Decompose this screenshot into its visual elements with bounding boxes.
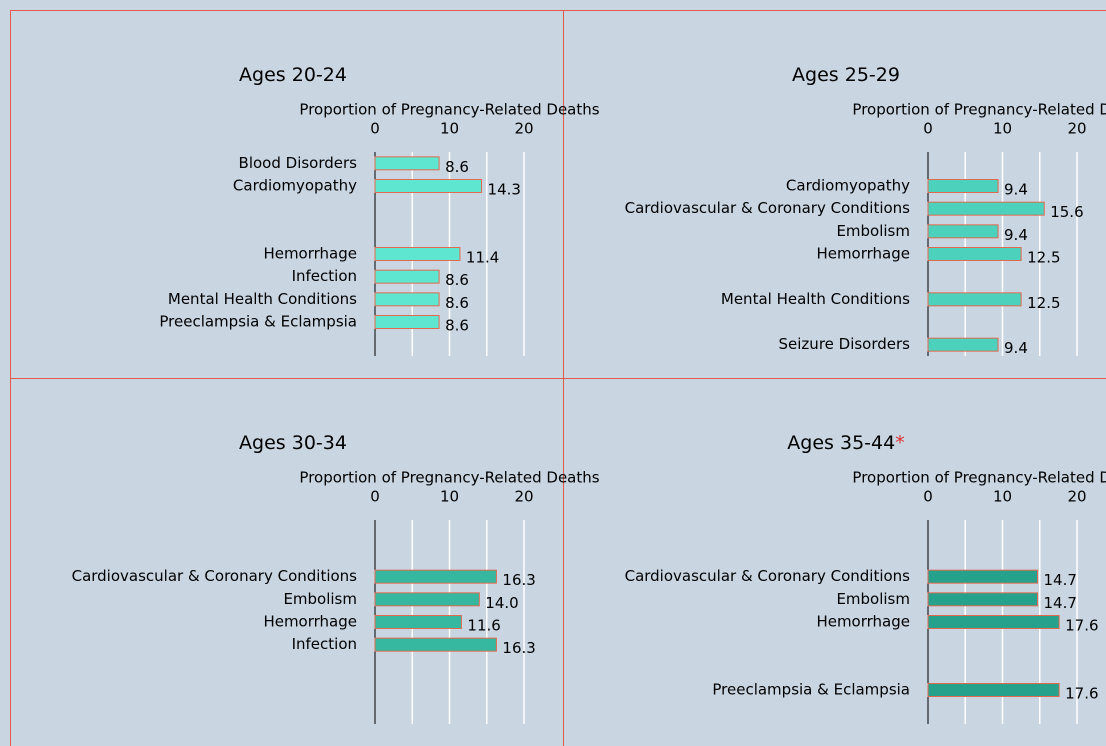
y-tick-label: Hemorrhage xyxy=(816,245,910,263)
value-label: 16.3 xyxy=(502,639,535,657)
bar xyxy=(374,156,440,171)
value-label: 8.6 xyxy=(445,317,469,335)
panel-title: Ages 25-29 xyxy=(792,64,900,86)
axis-title: Proportion of Pregnancy-Related Deaths xyxy=(299,469,599,487)
bar xyxy=(374,615,462,629)
panel: Ages 20-24 Proportion of Pregnancy-Relate… xyxy=(159,64,600,356)
y-tick-label: Cardiovascular & Coronary Conditions xyxy=(625,199,911,217)
y-tick-label: Embolism xyxy=(283,590,357,608)
panel: Ages 25-29 Proportion of Pregnancy-Relate… xyxy=(625,64,1106,358)
panel-title: Ages 20-24 xyxy=(239,64,347,86)
bar xyxy=(927,179,999,193)
bar xyxy=(374,179,483,193)
value-label: 14.0 xyxy=(485,594,518,612)
bar xyxy=(927,683,1060,697)
y-tick-label: Cardiovascular & Coronary Conditions xyxy=(72,567,358,585)
value-label: 12.5 xyxy=(1027,249,1060,267)
bar xyxy=(927,201,1045,216)
value-label: 11.4 xyxy=(466,249,499,267)
x-tick-label: 20 xyxy=(514,120,533,138)
y-tick-label: Hemorrhage xyxy=(263,613,357,631)
title-marker: * xyxy=(895,432,905,454)
value-label: 9.4 xyxy=(1004,339,1028,357)
y-tick-label: Mental Health Conditions xyxy=(168,290,357,308)
axis-title: Proportion of Pregnancy-Related Deaths xyxy=(852,101,1106,119)
y-tick-label: Cardiomyopathy xyxy=(233,177,357,195)
panel-title: Ages 35-44* xyxy=(787,432,904,454)
y-tick-label: Preeclampsia & Eclampsia xyxy=(159,313,357,331)
y-tick-label: Preeclampsia & Eclampsia xyxy=(712,681,910,699)
value-label: 12.5 xyxy=(1027,294,1060,312)
x-tick-label: 10 xyxy=(993,120,1012,138)
bar xyxy=(374,569,497,584)
y-tick-label: Cardiovascular & Coronary Conditions xyxy=(625,567,911,585)
value-label: 8.6 xyxy=(445,271,469,289)
bar xyxy=(927,224,999,239)
value-label: 9.4 xyxy=(1004,181,1028,199)
y-tick-label: Mental Health Conditions xyxy=(721,290,910,308)
value-label: 14.3 xyxy=(488,181,521,199)
bar xyxy=(927,569,1039,584)
bar xyxy=(374,637,497,652)
x-tick-label: 10 xyxy=(440,488,459,506)
x-tick-label: 20 xyxy=(1067,488,1086,506)
y-tick-label: Hemorrhage xyxy=(263,245,357,263)
value-label: 14.7 xyxy=(1044,571,1077,589)
x-tick-label: 20 xyxy=(514,488,533,506)
bar xyxy=(927,247,1022,261)
bar xyxy=(374,315,440,329)
bar xyxy=(374,247,461,261)
bar xyxy=(927,292,1022,307)
x-tick-label: 0 xyxy=(370,120,380,138)
y-tick-label: Seizure Disorders xyxy=(779,335,911,353)
axis-title: Proportion of Pregnancy-Related Deaths xyxy=(299,101,599,119)
value-label: 11.6 xyxy=(467,617,500,635)
y-tick-label: Infection xyxy=(292,267,357,285)
value-label: 14.7 xyxy=(1044,594,1077,612)
y-tick-label: Embolism xyxy=(836,222,910,240)
title-text: Ages 30-34 xyxy=(239,432,347,454)
panel-title: Ages 30-34 xyxy=(239,432,347,454)
x-tick-label: 20 xyxy=(1067,120,1086,138)
y-tick-label: Blood Disorders xyxy=(239,154,358,172)
bar xyxy=(374,269,440,284)
panel: Ages 30-34 Proportion of Pregnancy-Relate… xyxy=(72,432,600,724)
x-tick-label: 0 xyxy=(370,488,380,506)
bar xyxy=(927,615,1060,629)
title-text: Ages 35-44 xyxy=(787,432,895,454)
title-text: Ages 25-29 xyxy=(792,64,900,86)
value-label: 15.6 xyxy=(1050,203,1083,221)
value-label: 17.6 xyxy=(1065,617,1098,635)
bar xyxy=(927,337,999,352)
y-tick-label: Embolism xyxy=(836,590,910,608)
value-label: 16.3 xyxy=(502,571,535,589)
bar xyxy=(374,292,440,307)
y-tick-label: Infection xyxy=(292,635,357,653)
axis-title: Proportion of Pregnancy-Related Deaths xyxy=(852,469,1106,487)
bar xyxy=(927,592,1039,607)
panel: Ages 35-44* Proportion of Pregnancy-Relat… xyxy=(625,432,1106,724)
title-text: Ages 20-24 xyxy=(239,64,347,86)
y-tick-label: Hemorrhage xyxy=(816,613,910,631)
value-label: 17.6 xyxy=(1065,685,1098,703)
y-tick-label: Cardiomyopathy xyxy=(786,177,910,195)
value-label: 8.6 xyxy=(445,294,469,312)
x-tick-label: 10 xyxy=(440,120,459,138)
value-label: 8.6 xyxy=(445,158,469,176)
value-label: 9.4 xyxy=(1004,226,1028,244)
x-tick-label: 0 xyxy=(923,120,933,138)
bar xyxy=(374,592,480,607)
x-tick-label: 10 xyxy=(993,488,1012,506)
x-tick-label: 0 xyxy=(923,488,933,506)
